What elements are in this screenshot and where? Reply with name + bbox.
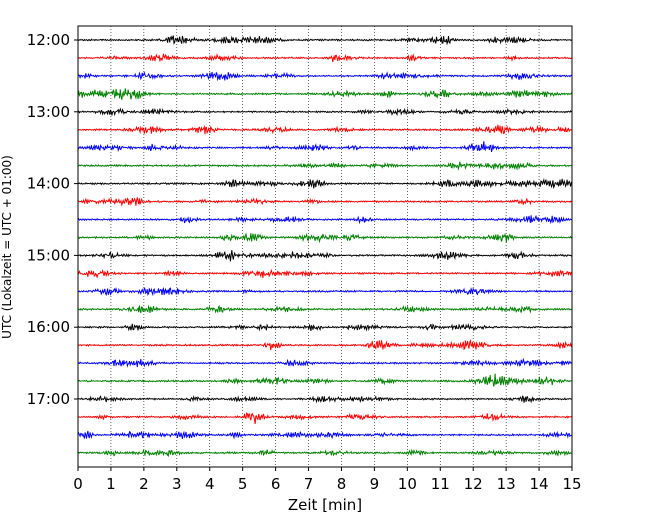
y-axis-label: UTC (Lokalzeit = UTC + 01:00) xyxy=(0,155,14,339)
plot-frame xyxy=(77,25,573,468)
trace-line xyxy=(77,141,573,153)
x-tick-label: 8 xyxy=(337,475,347,493)
trace-line xyxy=(77,338,573,351)
x-tick-label: 5 xyxy=(238,475,248,493)
x-tick-label: 4 xyxy=(205,475,215,493)
x-tick-label: 10 xyxy=(398,475,417,493)
x-axis-label: Zeit [min] xyxy=(288,496,362,514)
x-tick-label: 2 xyxy=(139,475,149,493)
x-tick-label: 1 xyxy=(106,475,116,493)
x-tick-label: 6 xyxy=(271,475,281,493)
y-tick-label: 15:00 xyxy=(27,246,70,264)
trace-line xyxy=(77,250,573,262)
y-tick-label: 17:00 xyxy=(27,390,70,408)
x-tick-label: 9 xyxy=(370,475,380,493)
trace-group xyxy=(77,35,573,458)
trace-line xyxy=(77,35,573,46)
trace-line xyxy=(77,107,573,117)
x-tick-label: 0 xyxy=(73,475,83,493)
trace-line xyxy=(77,373,573,387)
x-axis: 0 1 2 3 4 5 6 7 8 9 10 11 12 13 14 15 xyxy=(73,467,582,493)
trace-line xyxy=(77,161,573,171)
x-tick-label: 14 xyxy=(530,475,549,493)
x-tick-label: 15 xyxy=(562,475,581,493)
x-tick-label: 3 xyxy=(172,475,182,493)
trace-line xyxy=(77,286,573,297)
trace-line xyxy=(77,395,573,404)
y-tick-label: 12:00 xyxy=(27,31,70,49)
y-tick-label: 14:00 xyxy=(27,175,70,193)
trace-line xyxy=(77,430,573,440)
trace-line xyxy=(77,268,573,279)
trace-line xyxy=(77,178,573,190)
x-tick-label: 7 xyxy=(304,475,314,493)
trace-line xyxy=(77,88,573,100)
x-tick-label: 11 xyxy=(431,475,450,493)
trace-line xyxy=(77,197,573,207)
y-axis: 12:00 13:00 14:00 15:00 16:00 17:00 xyxy=(27,31,78,408)
y-tick-label: 13:00 xyxy=(27,103,70,121)
trace-line xyxy=(77,322,573,332)
trace-line xyxy=(77,357,573,368)
trace-line xyxy=(77,71,573,82)
trace-line xyxy=(77,232,573,244)
trace-line xyxy=(77,304,573,314)
trace-line xyxy=(77,124,573,135)
x-tick-label: 13 xyxy=(497,475,516,493)
x-tick-label: 12 xyxy=(464,475,483,493)
y-tick-label: 16:00 xyxy=(27,318,70,336)
trace-line xyxy=(77,412,573,424)
trace-line xyxy=(77,53,573,63)
trace-line xyxy=(77,448,573,458)
trace-line xyxy=(77,214,573,225)
